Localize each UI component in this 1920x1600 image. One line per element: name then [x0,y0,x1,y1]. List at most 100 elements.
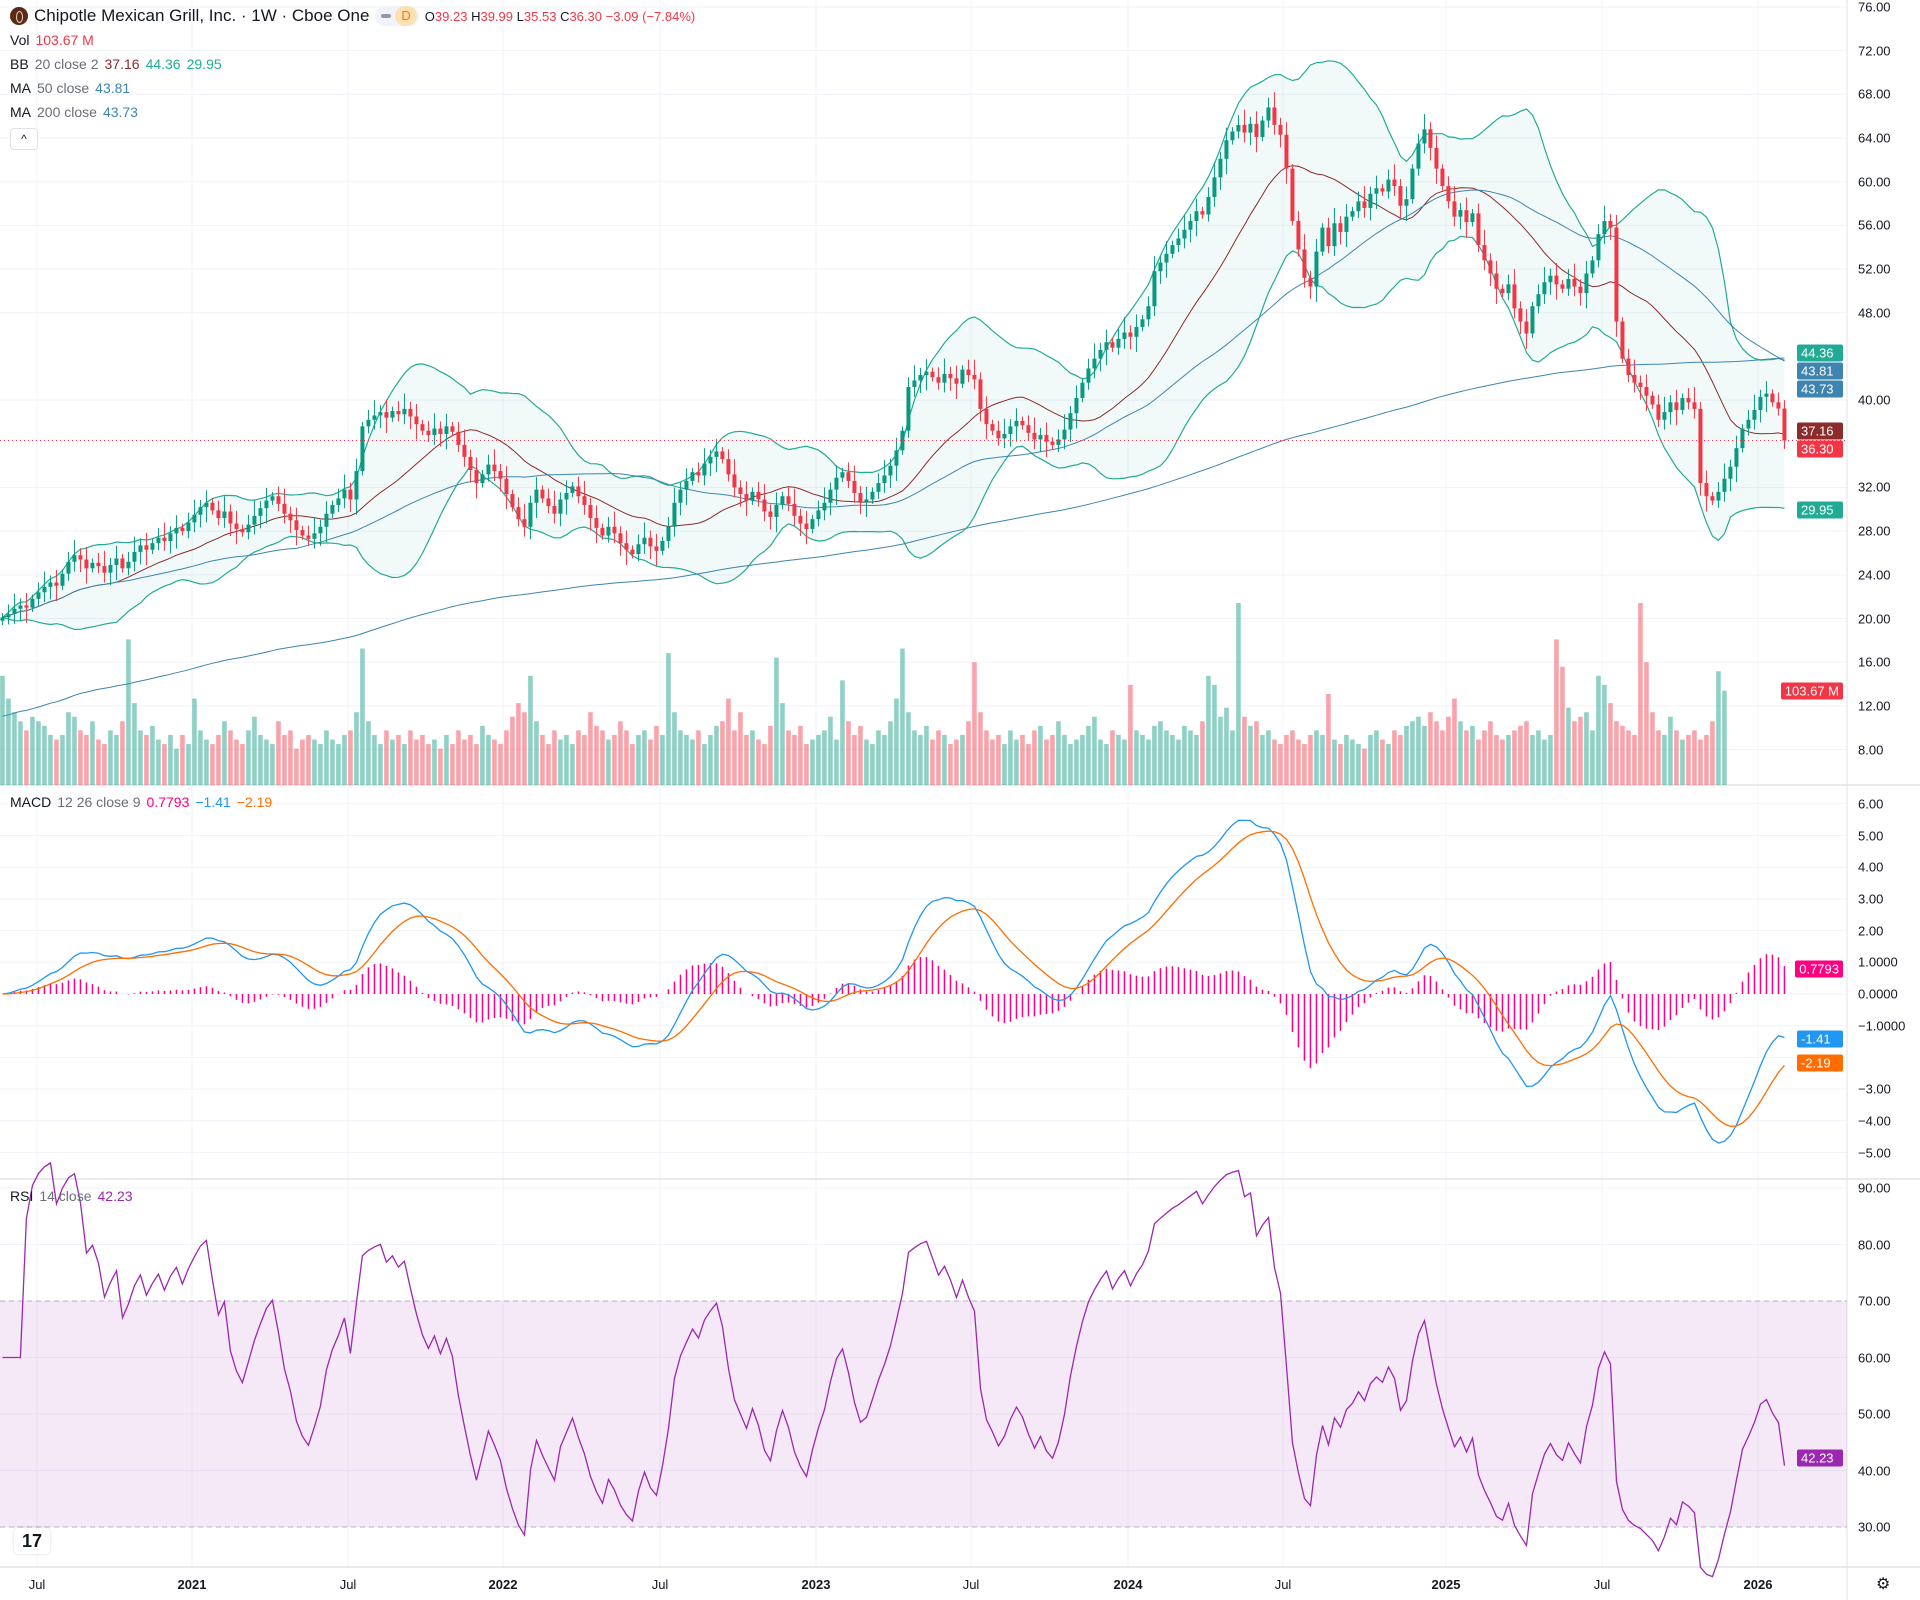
close-label: C [560,8,570,24]
candle-body [18,605,23,609]
rsi-legend[interactable]: RSI 14 close 42.23 [10,1188,133,1204]
volume-bar [1242,716,1247,785]
volume-bar [600,730,605,785]
volume-bar [1212,684,1217,785]
volume-bar [252,716,257,785]
ma50-name: MA [10,80,31,96]
candle-body [786,496,791,504]
volume-bar [1068,744,1073,785]
low-value: 35.53 [523,8,557,24]
ma200-legend[interactable]: MA 200 close 43.73 [10,104,138,120]
bb-upper-line [2,60,1785,618]
candle [798,508,803,537]
candle-body [1230,131,1235,141]
market-status-pill[interactable]: D [375,6,419,26]
volume-bar [90,721,95,785]
candle-body [744,494,749,501]
candle-body [1134,326,1139,337]
volume-legend[interactable]: Vol 103.67 M [10,32,94,48]
candle-body [324,513,329,527]
volume-bar [1608,703,1613,785]
candle-body [1596,234,1601,261]
price-tick-label: 60.00 [1858,174,1891,190]
volume-bar [1578,716,1583,785]
volume-bar [66,712,71,785]
volume-bar [732,730,737,785]
volume-bar [168,734,173,785]
volume-bar [216,734,221,785]
candle-body [66,561,71,574]
candle-body [1620,321,1625,359]
candle [252,500,257,535]
candle [516,497,521,527]
bb-legend[interactable]: BB 20 close 2 37.16 44.36 29.95 [10,56,222,72]
candle-body [204,502,209,508]
candle [864,486,869,517]
collapse-legend-button[interactable]: ^ [10,128,38,150]
volume-bar [318,744,323,785]
candle [678,482,683,516]
candle [1350,206,1355,222]
candle [1020,416,1025,430]
candle [228,504,233,537]
candle-body [432,428,437,436]
volume-bar [1002,744,1007,785]
volume-bar [534,721,539,785]
macd-legend[interactable]: MACD 12 26 close 9 0.7793 −1.41 −2.19 [10,794,272,810]
bb-basis-value: 37.16 [104,56,140,72]
time-axis-label: 2021 [177,1577,207,1592]
candle-body [1158,262,1163,272]
candle [318,519,323,546]
macd-tag: 0.7793 [1795,960,1843,978]
candle [84,546,89,584]
candle-body [150,543,155,550]
candle [768,504,773,530]
price-tick-label: 64.00 [1858,130,1891,146]
candle-body [1338,223,1343,232]
volume-bar [804,744,809,785]
volume-bar [1692,730,1697,785]
candle [1692,387,1697,419]
candle-body [6,614,11,618]
candle-body [1074,397,1079,414]
candle-body [900,430,905,451]
volume-bar [1596,675,1601,785]
tradingview-logo[interactable]: 17 [14,1528,50,1554]
price-tick-label: 40.00 [1858,392,1891,408]
candle [972,359,977,390]
candle-body [1698,408,1703,484]
candle-body [1092,358,1097,369]
volume-bar [690,739,695,785]
candle-body [0,617,5,621]
volume-bar [1074,739,1079,785]
candle-body [1548,275,1553,283]
macd-tick-label: −4.00 [1858,1113,1891,1129]
candle [234,510,239,545]
candle [618,526,623,556]
settings-gear-icon[interactable]: ⚙ [1876,1576,1891,1593]
candle-body [1476,213,1481,246]
volume-bar [786,730,791,785]
volume-bar [1530,734,1535,785]
symbol-legend[interactable]: Chipotle Mexican Grill, Inc. · 1W · Cboe… [10,6,695,26]
price-tick-label: 76.00 [1858,0,1891,15]
volume-bar [84,734,89,785]
volume-bar [810,739,815,785]
candle-body [666,526,671,541]
volume-bar [1584,712,1589,785]
candle-body [168,533,173,541]
ma50-legend[interactable]: MA 50 close 43.81 [10,80,130,96]
candle-body [270,496,275,501]
volume-bar [576,730,581,785]
volume-bar [840,680,845,785]
candle [948,366,953,391]
volume-bar [528,675,533,785]
candle-body [498,471,503,479]
candle-body [1068,413,1073,430]
candle [348,482,353,513]
candle-body [252,515,257,525]
volume-bar [660,734,665,785]
candle-body [1608,221,1613,228]
volume-bar [1140,734,1145,785]
